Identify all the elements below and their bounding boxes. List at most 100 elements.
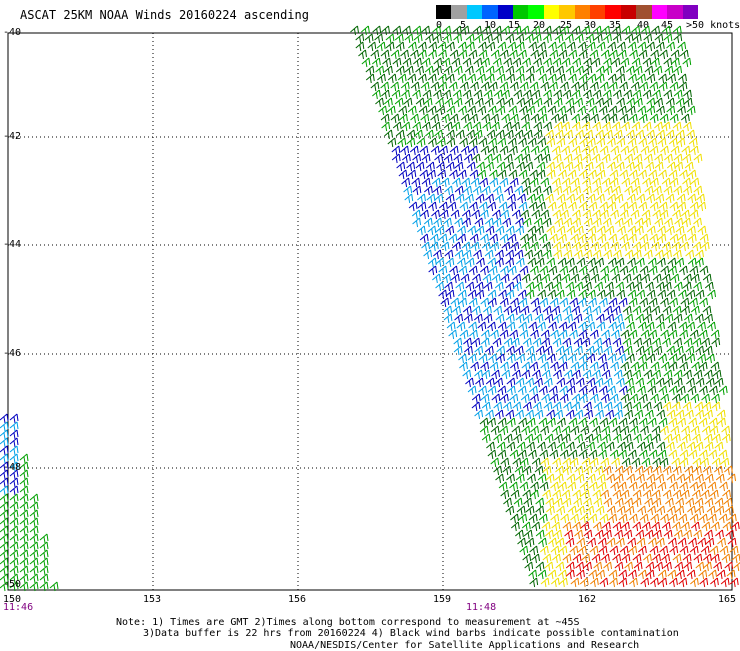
wind-barb <box>710 426 718 435</box>
wind-barb <box>642 210 650 219</box>
wind-barb <box>562 434 570 443</box>
wind-barb <box>564 370 572 379</box>
wind-barb <box>589 450 597 459</box>
wind-barb <box>626 354 634 363</box>
wind-barb <box>619 578 627 587</box>
wind-barb <box>639 202 647 211</box>
wind-barb <box>493 338 501 347</box>
wind-barb <box>452 178 460 187</box>
wind-barb <box>706 378 714 387</box>
wind-barb <box>647 378 655 387</box>
wind-barb <box>430 242 438 251</box>
wind-barb <box>595 466 603 475</box>
wind-barb <box>20 462 28 471</box>
wind-barb <box>438 42 446 51</box>
wind-barb <box>538 354 546 363</box>
wind-barb <box>662 554 670 563</box>
wind-barb <box>525 98 533 107</box>
wind-barb <box>588 170 596 179</box>
wind-barb <box>590 82 598 91</box>
wind-barb <box>636 378 644 387</box>
wind-barb <box>578 106 586 115</box>
wind-barb <box>667 506 675 515</box>
wind-barb <box>715 498 723 507</box>
wind-barb <box>602 114 610 123</box>
wind-barb <box>708 570 716 579</box>
wind-barb <box>719 514 727 523</box>
wind-barb <box>422 178 430 187</box>
wind-barb <box>619 514 627 523</box>
wind-barb <box>474 314 482 323</box>
wind-barb <box>701 242 709 251</box>
wind-barb <box>514 498 522 507</box>
wind-barb <box>661 330 669 339</box>
wind-barb <box>452 306 460 315</box>
wind-barb <box>468 74 476 83</box>
wind-barb <box>678 538 686 547</box>
wind-barb <box>422 26 430 35</box>
wind-barb <box>377 42 385 51</box>
wind-barb <box>456 194 464 203</box>
wind-barb <box>698 354 706 363</box>
wind-barb <box>597 42 605 51</box>
wind-barb <box>724 466 732 475</box>
wind-barb <box>596 130 604 139</box>
wind-barb <box>582 554 590 563</box>
wind-barb <box>712 434 720 443</box>
wind-barb <box>593 306 601 315</box>
wind-barb <box>556 562 564 571</box>
wind-barb <box>20 518 28 527</box>
wind-barb <box>570 546 578 555</box>
wind-barb <box>700 234 708 243</box>
wind-barb <box>594 338 602 347</box>
wind-barb <box>625 154 633 163</box>
wind-barb <box>443 218 451 227</box>
wind-barb <box>482 114 490 123</box>
wind-barb <box>498 322 506 331</box>
wind-barb <box>582 122 590 131</box>
wind-barb <box>431 114 439 123</box>
wind-barb <box>473 26 481 35</box>
wind-barb <box>596 506 604 515</box>
wind-barb <box>579 362 587 371</box>
wind-barb <box>664 34 672 43</box>
wind-barb <box>418 50 426 59</box>
wind-barb <box>617 74 625 83</box>
wind-barb <box>371 50 379 59</box>
wind-barb <box>372 90 380 99</box>
wind-barb <box>621 394 629 403</box>
wind-barb <box>594 562 602 571</box>
wind-barb <box>412 178 420 187</box>
wind-barb <box>553 402 561 411</box>
wind-barb <box>703 466 711 475</box>
wind-barb <box>542 394 550 403</box>
wind-barb <box>584 530 592 539</box>
wind-barb <box>590 50 598 59</box>
wind-barb <box>687 322 695 331</box>
wind-barb <box>672 210 680 219</box>
wind-barb <box>589 386 597 395</box>
wind-barb <box>381 26 389 35</box>
wind-barb <box>587 138 595 147</box>
wind-barb <box>495 282 503 291</box>
wind-barb <box>626 162 634 171</box>
wind-barb <box>540 298 548 307</box>
wind-barb <box>648 482 656 491</box>
wind-barb <box>725 562 733 571</box>
wind-barb <box>676 258 684 267</box>
wind-barb <box>719 386 727 395</box>
wind-barb <box>557 226 565 235</box>
wind-barb <box>509 170 517 179</box>
wind-barb <box>405 66 413 75</box>
wind-barb <box>401 146 409 155</box>
wind-barb <box>487 42 495 51</box>
wind-barb <box>571 426 579 435</box>
wind-barb <box>466 282 474 291</box>
wind-barb <box>664 90 672 99</box>
wind-barb <box>649 266 657 275</box>
wind-barb <box>570 458 578 467</box>
wind-barb <box>568 482 576 491</box>
wind-barb <box>590 546 598 555</box>
wind-barb <box>645 186 653 195</box>
wind-barb <box>624 218 632 227</box>
